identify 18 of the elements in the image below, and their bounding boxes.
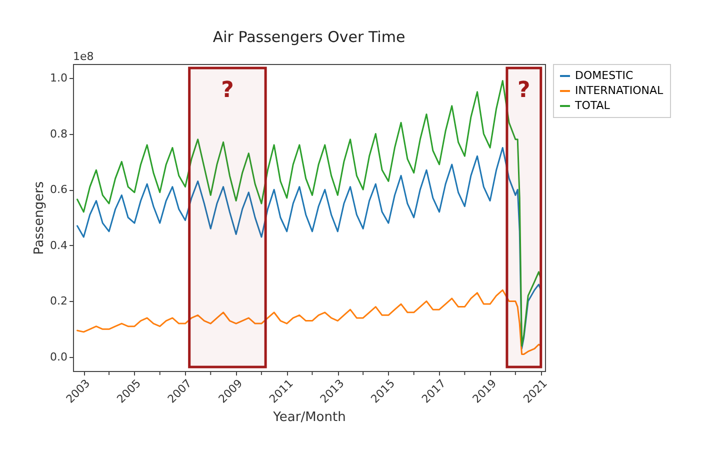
line-series <box>76 80 542 347</box>
y-tick-label: 0.0 <box>50 350 68 364</box>
y-tick-label: 0.6 <box>50 183 68 196</box>
x-axis-title: Year/Month <box>272 410 346 426</box>
y-tick-label: 0.8 <box>50 127 68 140</box>
legend-label: DOMESTIC <box>575 69 634 82</box>
line-series <box>76 146 542 350</box>
band-label: ? <box>518 78 530 103</box>
text: 1e8 <box>73 50 94 63</box>
legend-label: TOTAL <box>574 99 611 112</box>
y-tick-label: 0.4 <box>50 238 68 252</box>
y-tick-label: 1.0 <box>50 71 68 84</box>
chart-title: Air Passengers Over Time <box>212 28 406 46</box>
y-axis-title: Passengers <box>32 181 48 255</box>
line-series <box>76 289 542 356</box>
legend-label: INTERNATIONAL <box>575 84 664 97</box>
band-label: ? <box>221 78 234 103</box>
y-tick-label: 0.2 <box>50 294 68 308</box>
